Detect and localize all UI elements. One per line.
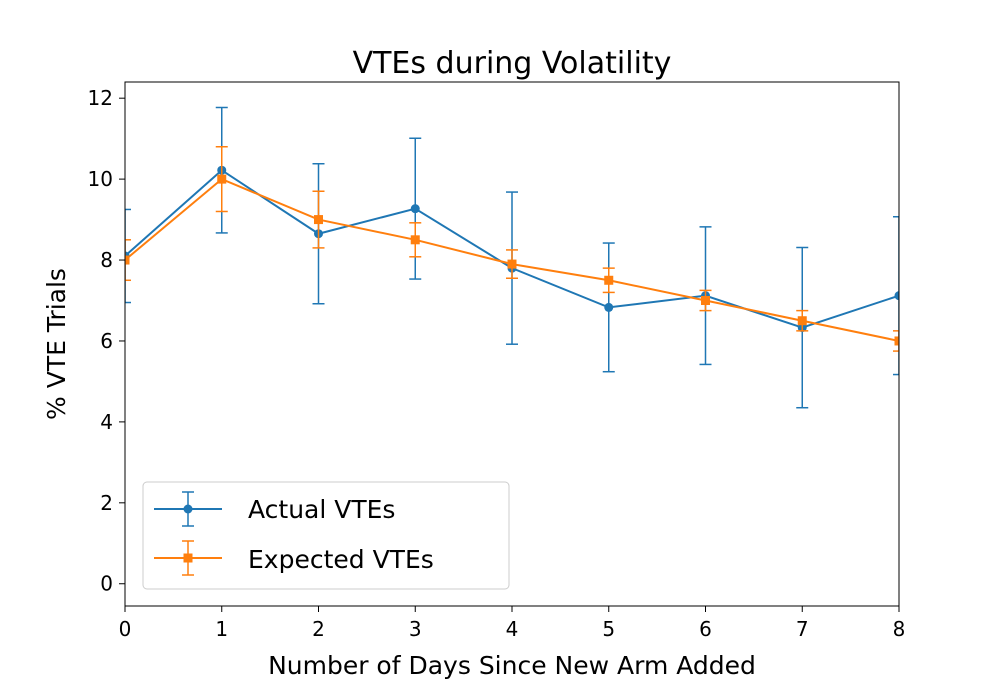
x-tick-label: 8 [893,617,906,641]
legend-marker [183,553,193,563]
x-tick-label: 3 [409,617,422,641]
legend-label-expected: Expected VTEs [248,545,434,574]
x-tick-label: 0 [119,617,132,641]
y-tick-label: 6 [100,329,113,353]
data-point [894,336,899,346]
data-point [604,275,614,285]
legend-marker [183,504,193,514]
data-point [604,302,614,312]
y-axis-label: % VTE Trials [42,268,71,420]
legend-box [142,481,510,590]
y-tick-label: 12 [88,86,113,110]
data-point [217,174,227,184]
series-expected [125,145,899,352]
x-axis: 0 1 2 3 4 5 6 7 8 [119,606,906,641]
data-point [701,296,710,306]
x-tick-label: 4 [506,617,519,641]
legend-items [154,491,222,576]
data-point [894,291,899,301]
data-point [314,215,323,225]
x-tick-label: 1 [215,617,228,641]
legend-handle-expected [154,540,222,576]
x-tick-label: 2 [312,617,325,641]
chart-title: VTEs during Volatility [353,46,672,81]
y-tick-label: 2 [100,491,113,515]
data-point [410,204,420,214]
series-layer [125,106,899,409]
data-point [507,259,517,269]
x-axis-label: Number of Days Since New Arm Added [268,651,756,680]
data-point [125,255,130,265]
y-tick-label: 8 [100,248,113,272]
y-tick-label: 0 [100,572,113,596]
x-tick-label: 5 [602,617,615,641]
data-point [797,316,807,326]
y-tick-label: 4 [100,410,113,434]
data-point [410,235,420,245]
x-tick-label: 6 [699,617,712,641]
legend: Actual VTEs Expected VTEs [142,481,510,590]
legend-label-actual: Actual VTEs [248,495,395,524]
x-tick-label: 7 [796,617,809,641]
y-tick-label: 10 [88,167,113,191]
legend-handle-actual [154,491,222,527]
y-axis: 0 2 4 6 8 10 12 [88,86,125,596]
